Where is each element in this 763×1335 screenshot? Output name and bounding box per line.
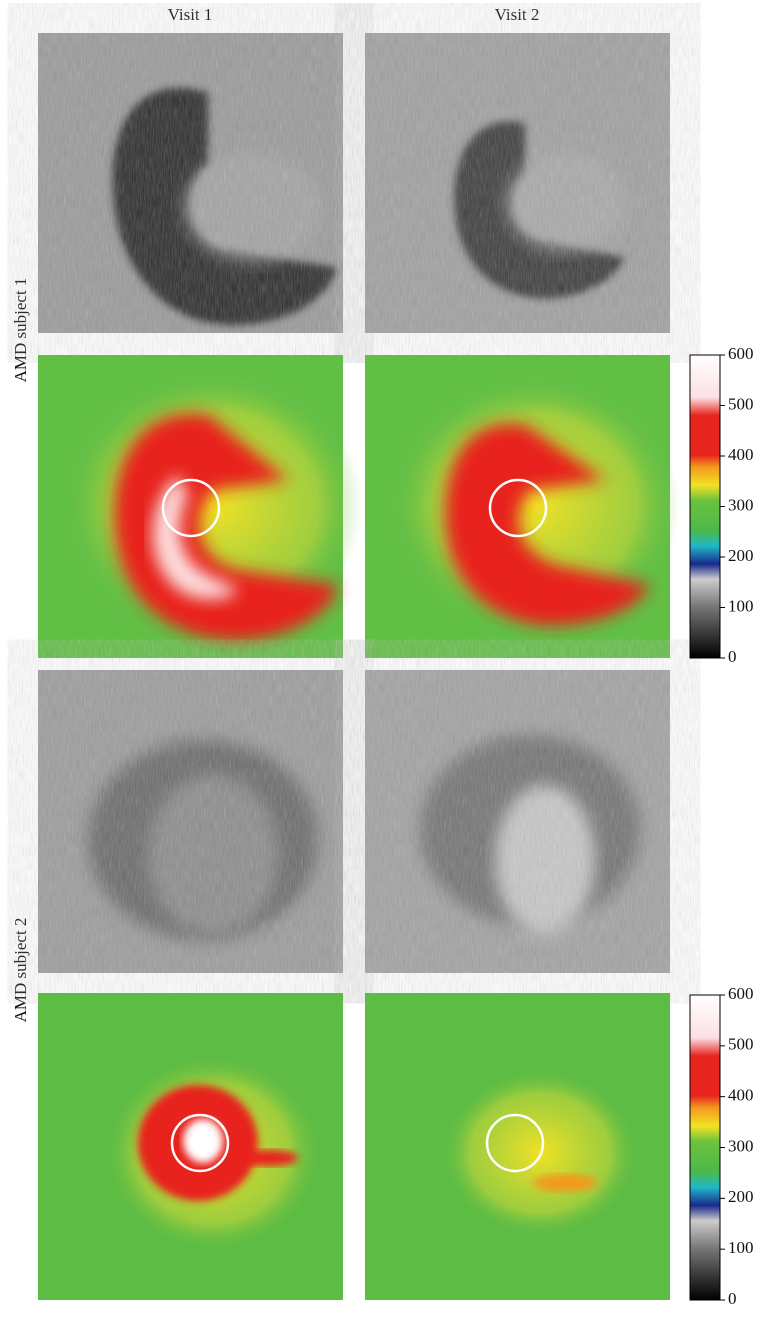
colorbar-tick-label: 500 [728, 1035, 754, 1054]
colorbar-tick-label: 600 [728, 984, 754, 1003]
row-label: AMD subject 1 [11, 278, 30, 383]
colorbar-tick-label: 200 [728, 546, 754, 565]
thickness-map [365, 993, 670, 1300]
colorbar-tick-label: 400 [728, 445, 754, 464]
colorbar-tick-label: 400 [728, 1086, 754, 1105]
colorbar-tick-label: 100 [728, 596, 754, 615]
fundus-image [365, 33, 670, 333]
colorbar [689, 994, 721, 1301]
thickness-map [38, 355, 363, 658]
colorbar-tick-label: 0 [728, 647, 737, 666]
colorbar-tick-label: 600 [728, 344, 754, 363]
colorbar-tick-label: 200 [728, 1187, 754, 1206]
thickness-map [365, 355, 680, 658]
thickness-map [38, 993, 343, 1300]
column-header: Visit 1 [168, 5, 213, 24]
fundus-image [365, 670, 670, 973]
column-header: Visit 2 [495, 5, 540, 24]
colorbar-tick-label: 300 [728, 495, 754, 514]
fundus-image [38, 33, 343, 333]
row-label: AMD subject 2 [11, 918, 30, 1023]
colorbar-tick-label: 100 [728, 1238, 754, 1257]
colorbar [689, 354, 721, 659]
colorbar-tick-label: 500 [728, 394, 754, 413]
colorbar-tick-label: 0 [728, 1289, 737, 1308]
colorbar-tick-label: 300 [728, 1136, 754, 1155]
fundus-image [38, 670, 343, 973]
